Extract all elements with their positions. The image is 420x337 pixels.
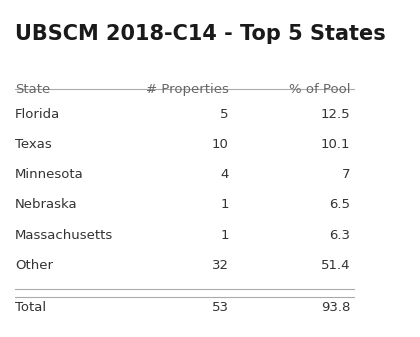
Text: 93.8: 93.8 [321,301,350,314]
Text: Florida: Florida [15,108,60,121]
Text: 10: 10 [212,138,229,151]
Text: Nebraska: Nebraska [15,198,78,211]
Text: Other: Other [15,259,53,272]
Text: 12.5: 12.5 [320,108,350,121]
Text: UBSCM 2018-C14 - Top 5 States: UBSCM 2018-C14 - Top 5 States [15,24,386,44]
Text: 1: 1 [220,198,229,211]
Text: Massachusetts: Massachusetts [15,228,113,242]
Text: 10.1: 10.1 [320,138,350,151]
Text: 51.4: 51.4 [320,259,350,272]
Text: State: State [15,83,50,96]
Text: 53: 53 [212,301,229,314]
Text: 1: 1 [220,228,229,242]
Text: # Properties: # Properties [146,83,229,96]
Text: Total: Total [15,301,46,314]
Text: 6.3: 6.3 [329,228,350,242]
Text: 32: 32 [212,259,229,272]
Text: 6.5: 6.5 [329,198,350,211]
Text: % of Pool: % of Pool [289,83,350,96]
Text: Minnesota: Minnesota [15,168,84,181]
Text: 5: 5 [220,108,229,121]
Text: 7: 7 [341,168,350,181]
Text: 4: 4 [220,168,229,181]
Text: Texas: Texas [15,138,52,151]
